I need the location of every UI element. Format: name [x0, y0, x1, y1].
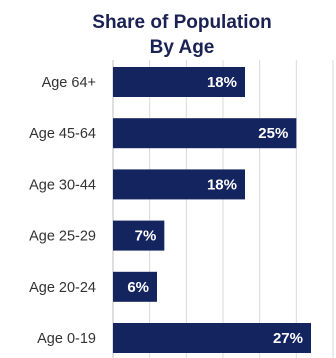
- chart-title: Share of Population By Age: [92, 12, 271, 58]
- value-label: 18%: [207, 176, 237, 193]
- category-label: Age 64+: [42, 75, 96, 91]
- category-label: Age 25-29: [29, 229, 96, 245]
- value-label: 18%: [207, 74, 237, 91]
- bars: [113, 67, 311, 353]
- category-label: Age 0-19: [37, 331, 96, 347]
- category-label: Age 20-24: [29, 280, 96, 296]
- category-label: Age 45-64: [29, 126, 96, 142]
- bar-age-45-64: [113, 118, 297, 149]
- chart-title-line-1: Share of Population: [92, 12, 271, 33]
- category-label: Age 30-44: [29, 177, 96, 193]
- value-label: 7%: [135, 228, 157, 245]
- category-labels: Age 64+ Age 45-64 Age 30-44 Age 25-29 Age 20…: [29, 75, 96, 347]
- value-labels: 18% 25% 18% 7% 6% 27%: [127, 74, 303, 347]
- bar-age-30-44: [113, 169, 245, 200]
- gridlines: [112, 60, 334, 358]
- value-label: 25%: [258, 125, 288, 142]
- value-label: 6%: [127, 279, 149, 296]
- bar-age-20-24: [113, 271, 157, 302]
- value-label: 27%: [273, 330, 303, 347]
- chart-title-line-2: By Age: [150, 37, 215, 58]
- bar-age-25-29: [113, 220, 165, 251]
- bar-age-0-19: [113, 323, 311, 353]
- bar-age-64-: [113, 67, 245, 97]
